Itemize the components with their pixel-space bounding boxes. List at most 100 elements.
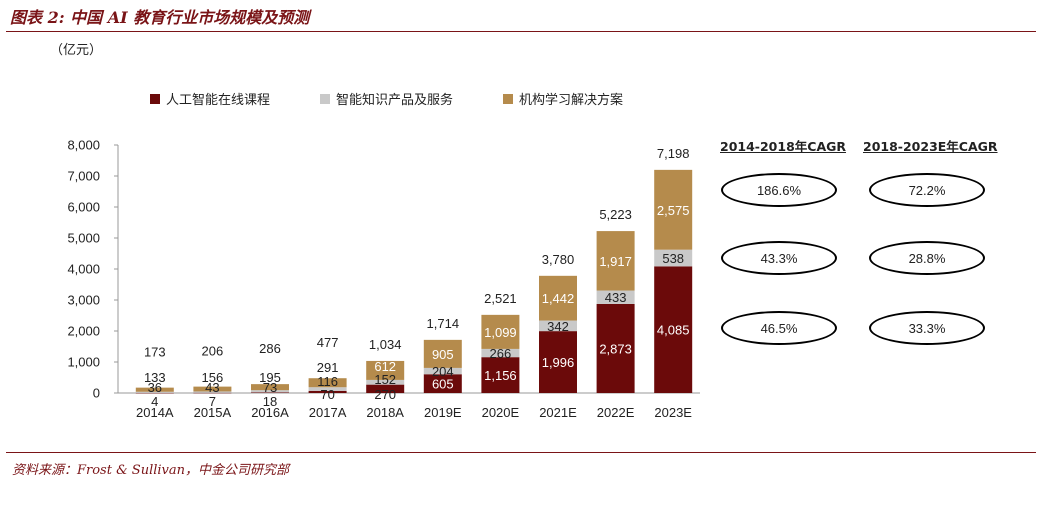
y-tick-label: 7,000 [67,169,100,184]
total-label: 2,521 [484,291,517,306]
total-label: 477 [317,335,339,350]
bar-segment-2 [366,360,405,380]
cagr-knowledge-products-2014-2018: 43.3% [721,241,837,275]
bar-segment-1 [308,387,347,391]
unit-label: （亿元） [50,43,103,58]
x-tick-label: 2019E [424,405,462,420]
y-tick-label: 4,000 [67,262,100,277]
bar-segment-1 [251,390,289,393]
chart-legend: 人工智能在线课程 智能知识产品及服务 机构学习解决方案 [150,89,623,108]
x-tick-label: 2017A [309,405,347,420]
bar-segment-2 [481,314,520,349]
cagr-header-2014-2018: 2014-2018年CAGR [720,139,847,154]
value-label-online-courses: 7 [209,394,216,409]
value-label-institution-solutions: 133 [144,370,166,385]
y-tick-label: 8,000 [67,138,100,153]
value-label-knowledge-products: 43 [205,380,219,395]
value-label-online-courses: 70 [320,387,334,402]
bar-segment-1 [539,320,577,332]
value-label-online-courses: 18 [263,394,277,409]
value-label-online-courses: 605 [432,377,454,392]
value-label-knowledge-products: 266 [490,346,512,361]
cagr-knowledge-products-2018-2023: 28.8% [869,241,985,275]
value-label-institution-solutions: 291 [317,360,339,375]
bar-segment-2 [654,169,693,250]
cagr-header-2018-2023: 2018-2023E年CAGR [863,139,998,154]
legend-label-online-courses: 人工智能在线课程 [166,93,271,108]
value-label-knowledge-products: 204 [432,364,454,379]
bar-segment-0 [423,374,462,393]
y-tick-label: 0 [93,386,100,401]
title-divider [6,31,1036,32]
cagr-online-courses-2014-2018: 186.6% [721,173,837,207]
bar-segment-0 [308,390,347,393]
value-label-online-courses: 1,996 [542,355,575,370]
value-label-knowledge-products: 433 [605,290,627,305]
bar-segment-2 [193,386,232,392]
value-label-knowledge-products: 116 [317,374,338,389]
bar-segment-1 [481,348,520,358]
value-label-knowledge-products: 73 [263,380,277,395]
legend-item-institution-solutions: 机构学习解决方案 [503,89,623,108]
value-label-knowledge-products: 342 [547,319,569,334]
x-tick-label: 2020E [482,405,520,420]
bar-segment-0 [251,392,289,393]
value-label-online-courses: 2,873 [599,341,632,356]
total-label: 1,034 [369,337,402,352]
total-label: 3,780 [542,252,575,267]
bar-segment-0 [193,392,232,394]
x-tick-label: 2018A [366,405,404,420]
bar-segment-1 [193,391,232,393]
legend-label-institution-solutions: 机构学习解决方案 [519,93,624,108]
bar-segment-1 [596,290,635,304]
bar-segment-0 [596,303,635,393]
total-label: 1,714 [427,316,460,331]
cagr-online-courses-2018-2023: 72.2% [869,173,985,207]
stacked-bar-chart: 0 1,000 2,000 3,000 4,000 5,000 6,000 7,000 8,00… [67,138,700,420]
bar-segment-0 [654,266,693,393]
value-label-institution-solutions: 1,099 [484,325,517,340]
value-label-online-courses: 1,156 [484,368,517,383]
x-tick-label: 2014A [136,405,174,420]
legend-swatch-knowledge-products [320,93,331,104]
total-label: 5,223 [599,207,632,222]
value-label-knowledge-products: 36 [148,380,162,395]
value-label-online-courses: 4,085 [657,323,690,338]
value-label-institution-solutions: 612 [374,359,396,374]
source-note: 资料来源：Frost & Sullivan，中金公司研究部 [12,463,290,478]
value-label-institution-solutions: 156 [202,370,224,385]
footer-divider [6,452,1036,453]
value-label-institution-solutions: 1,917 [599,254,632,269]
bar-segment-2 [539,275,577,321]
bar-segment-2 [135,387,174,392]
value-label-online-courses: 4 [151,394,158,409]
bar-segment-0 [366,384,405,393]
y-tick-label: 1,000 [67,355,100,370]
value-label-institution-solutions: 195 [259,370,281,385]
x-tick-label: 2022E [597,405,635,420]
bar-segment-0 [539,331,577,393]
bar-segment-2 [596,231,635,291]
bar-segment-2 [423,339,462,368]
y-tick-label: 3,000 [67,293,100,308]
value-label-institution-solutions: 1,442 [542,291,575,306]
total-label: 286 [259,341,281,356]
cagr-institution-solutions-2018-2023: 33.3% [869,311,985,345]
value-label-institution-solutions: 2,575 [657,203,690,218]
legend-swatch-institution-solutions [503,93,514,104]
bar-segment-1 [654,249,693,267]
bar-segment-1 [135,391,174,393]
legend-item-online-courses: 人工智能在线课程 [150,89,270,108]
x-tick-label: 2021E [539,405,577,420]
y-tick-label: 6,000 [67,200,100,215]
total-label: 206 [202,344,224,359]
y-tick-label: 5,000 [67,231,100,246]
bar-segment-1 [423,367,462,375]
x-tick-label: 2023E [654,405,692,420]
figure-title: 图表 2: 中国 AI 教育行业市场规模及预测 [10,8,310,27]
legend-swatch-online-courses [150,93,160,104]
bar-segment-2 [308,378,347,388]
value-label-knowledge-products: 538 [662,251,684,266]
bar-segment-0 [481,357,520,393]
total-label: 173 [144,345,166,360]
